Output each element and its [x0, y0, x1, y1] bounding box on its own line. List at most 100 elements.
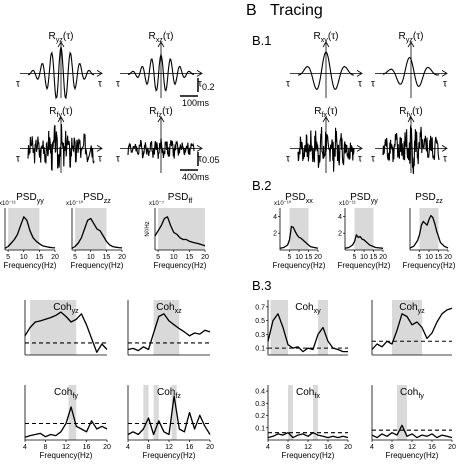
x-tick-label: 8: [44, 444, 48, 451]
chart-title: PSDxx: [285, 192, 313, 205]
tau-label: τ: [443, 153, 447, 164]
x-tick-label: 20: [206, 444, 214, 451]
y-tick-label: 0.1: [255, 425, 265, 432]
x-tick-label: 16: [83, 444, 91, 451]
correlation-title: Rfy(τ): [399, 106, 422, 119]
y-exponent-label: x10⁻⁷: [149, 200, 164, 207]
tau-label: τ: [286, 153, 290, 164]
series-line: [267, 432, 349, 439]
line-chart: Cohyz: [371, 300, 453, 356]
r-axis-arrow: [57, 116, 65, 123]
correlation-series-line: [382, 56, 440, 88]
chart-title: Cohxy: [295, 302, 321, 315]
y-tick-label: 0.3: [255, 401, 265, 408]
y-tick-label: 4: [338, 214, 342, 221]
chart-title: PSDzz: [415, 192, 443, 205]
line-chart: 4 8 12 16 20 Frequency(Hz) Cohfy: [23, 385, 111, 460]
series-line: [24, 311, 108, 353]
y-tick-label: 2: [273, 231, 277, 238]
x-tick-label: 5: [156, 254, 160, 261]
series-line: [344, 234, 384, 249]
correlation-series-line: [297, 126, 355, 172]
y-tick-label: 0.2: [255, 413, 265, 420]
correlation-plot: Rfy(τ) τ τ: [371, 106, 448, 175]
chart-title: Cohfx: [296, 387, 320, 400]
line-chart: 4 8 12 16 20 Frequency(Hz) Cohfy: [370, 385, 456, 460]
line-chart: 0.1 0.3 0.5 0.7 Cohxy: [255, 300, 348, 356]
tau-label: τ: [358, 78, 362, 89]
x-tick-label: 5: [6, 254, 10, 261]
chart-title: Cohyz: [53, 302, 79, 315]
x-tick-label: 20: [344, 444, 352, 451]
tau-label: τ: [116, 78, 120, 89]
y-tick-label: 0.1: [255, 346, 265, 353]
x-tick-label: 15: [435, 254, 443, 261]
series-line: [71, 217, 123, 249]
tau-axis-arrow: [196, 70, 203, 77]
x-tick-label: 20: [444, 254, 452, 261]
shaded-band: [153, 385, 159, 440]
x-axis-label: Frequency(Hz): [282, 451, 335, 460]
shaded-band: [75, 208, 107, 250]
x-axis-label: Frequency(Hz): [71, 261, 124, 270]
correlation-plot: Rfz(τ) τ τ: [116, 106, 203, 173]
series-line: [24, 406, 108, 438]
correlation-series-line: [28, 46, 94, 100]
y-axis-label: N²/Hz: [145, 221, 151, 236]
x-tick-label: 20: [51, 254, 59, 261]
x-tick-label: 4: [370, 444, 374, 451]
x-tick-label: 5: [288, 254, 292, 261]
series-line: [4, 216, 56, 249]
x-tick-label: 5: [73, 254, 77, 261]
time-scale-label-1: 100ms: [182, 98, 210, 108]
shaded-band: [171, 385, 177, 440]
chart-title: Cohfz: [157, 387, 181, 400]
tau-label: τ: [198, 78, 202, 89]
series-line: [371, 307, 453, 350]
x-tick-label: 10: [20, 254, 28, 261]
x-axis-label: Frequency(Hz): [40, 451, 93, 460]
series-line: [154, 216, 206, 247]
correlation-series-line: [27, 124, 95, 172]
x-tick-label: 20: [314, 254, 322, 261]
x-tick-label: 12: [62, 444, 70, 451]
r-axis-arrow: [407, 41, 415, 48]
x-axis-label: Frequency(Hz): [4, 261, 57, 270]
tau-label: τ: [443, 78, 447, 89]
x-axis-label: Frequency(Hz): [338, 261, 391, 270]
shaded-band: [354, 208, 374, 250]
x-tick-label: 15: [370, 254, 378, 261]
correlation-title: Rxz(τ): [148, 31, 173, 44]
correlation-plot: Rfy(τ) τ τ: [16, 106, 103, 173]
r-axis-arrow: [322, 116, 330, 123]
amp-scale-label-2: 0.05: [202, 155, 220, 165]
correlation-title: Rfy(τ): [49, 106, 72, 119]
chart-title: PSDyy: [16, 192, 44, 205]
correlation-title: Ryz(τ): [398, 31, 423, 44]
shaded-band: [143, 385, 149, 440]
x-tick-label: 12: [304, 444, 312, 451]
x-tick-label: 10: [360, 254, 368, 261]
series-line: [371, 424, 453, 439]
line-chart: 4 8 12 16 20 Frequency(Hz) Cohfz: [126, 385, 214, 460]
tau-label: τ: [98, 78, 102, 89]
r-axis-arrow: [157, 116, 165, 123]
shaded-band: [288, 385, 293, 440]
time-scale-label-2: 400ms: [182, 172, 210, 182]
x-tick-label: 20: [379, 254, 387, 261]
correlation-title: Rxy(τ): [313, 31, 338, 44]
chart-title: PSDzz: [83, 192, 111, 205]
tau-label: τ: [16, 153, 20, 164]
x-axis-label: Frequency(Hz): [143, 451, 196, 460]
y-tick-label: 4: [273, 214, 277, 221]
chart-title: PSDff: [168, 192, 192, 205]
x-tick-label: 10: [87, 254, 95, 261]
x-tick-label: 4: [23, 444, 27, 451]
series-line: [127, 313, 211, 352]
x-tick-label: 8: [286, 444, 290, 451]
x-tick-label: 20: [103, 444, 111, 451]
correlation-title: Ryz(τ): [48, 31, 73, 44]
